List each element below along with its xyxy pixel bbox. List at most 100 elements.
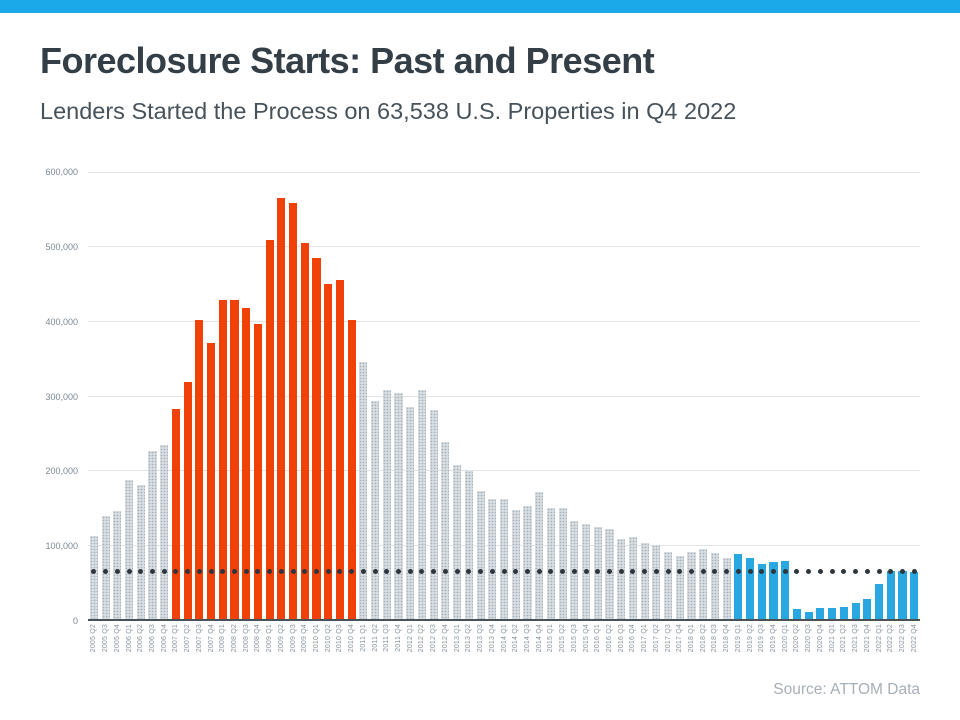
x-tick-label: 2020 Q2 [793, 624, 801, 653]
x-label-slot: 2013 Q1 [453, 624, 461, 652]
bar-slot-2014-q1 [499, 172, 509, 619]
reference-line-dot [642, 569, 648, 575]
reference-line-dot [806, 569, 812, 575]
bar-slot-2022-q3 [898, 172, 907, 619]
reference-line-dot [583, 569, 589, 575]
x-label-slot: 2006 Q4 [160, 624, 168, 652]
x-label-slot: 2022 Q3 [898, 624, 906, 652]
bar-2011-q4 [394, 392, 403, 619]
bar-slot-2007-q4 [206, 172, 216, 619]
bar-slot-2005-q4 [113, 172, 122, 619]
reference-line-dot [149, 569, 155, 575]
bar-slot-2020-q1 [781, 172, 790, 619]
foreclosure-bar-chart [88, 172, 920, 621]
x-label-slot: 2019 Q3 [758, 624, 766, 652]
x-tick-label: 2021 Q1 [828, 624, 836, 653]
x-tick-label: 2011 Q2 [371, 624, 379, 652]
x-label-slot: 2017 Q4 [676, 624, 684, 652]
bar-2018-q1 [687, 551, 696, 619]
reference-line-dot [501, 569, 507, 575]
bar-2018-q2 [699, 548, 708, 619]
x-tick-label: 2015 Q4 [582, 624, 590, 653]
bar-2019-q3 [757, 563, 766, 619]
bar-slot-2019-q1 [734, 172, 743, 619]
bar-slot-2006-q2 [136, 172, 145, 619]
x-tick-label: 2008 Q1 [219, 624, 227, 653]
gridline-300000 [88, 395, 920, 397]
reference-line-dot [126, 569, 132, 575]
x-tick-label: 2022 Q2 [887, 624, 895, 653]
x-tick-label: 2010 Q2 [324, 624, 332, 653]
bar-slot-2016-q4 [628, 172, 637, 619]
x-label-slot: 2010 Q3 [336, 624, 344, 652]
x-label-slot: 2018 Q2 [699, 624, 707, 652]
reference-line-dot [724, 569, 730, 575]
x-label-slot: 2010 Q2 [324, 624, 332, 652]
page-title: Foreclosure Starts: Past and Present [40, 40, 655, 81]
reference-line-dot [255, 569, 261, 575]
reference-line-dot [759, 569, 765, 575]
bar-slot-2008-q4 [253, 172, 262, 619]
reference-line-dot [513, 569, 519, 575]
reference-line-dot [864, 569, 870, 575]
x-label-slot: 2021 Q4 [863, 624, 871, 652]
x-label-slot: 2011 Q3 [383, 624, 391, 652]
x-tick-label: 2011 Q1 [359, 624, 367, 652]
x-tick-label: 2007 Q1 [172, 624, 180, 653]
x-tick-label: 2019 Q2 [746, 624, 754, 653]
bar-slot-2012-q4 [441, 172, 450, 619]
reference-line-dot [208, 569, 214, 575]
bar-slot-2013-q1 [453, 172, 462, 619]
x-tick-label: 2019 Q4 [770, 624, 778, 653]
bar-slot-2010-q2 [324, 172, 333, 619]
x-tick-label: 2020 Q4 [816, 624, 824, 653]
x-label-slot: 2007 Q3 [195, 624, 203, 652]
bar-2022-q1 [874, 584, 884, 619]
x-tick-label: 2008 Q2 [230, 624, 238, 653]
bar-2012-q1 [406, 406, 415, 619]
bar-2011-q1 [359, 361, 368, 619]
reference-line-dot [396, 569, 402, 575]
x-tick-label: 2009 Q1 [266, 624, 274, 653]
bar-slot-2018-q2 [699, 172, 708, 619]
bar-slot-2022-q1 [874, 172, 884, 619]
bar-slot-2011-q3 [382, 172, 391, 619]
bar-2007-q1 [171, 408, 180, 619]
x-tick-label: 2006 Q4 [160, 624, 168, 653]
bar-slot-2019-q2 [746, 172, 755, 619]
bar-slot-2007-q2 [183, 172, 192, 619]
x-tick-label: 2009 Q4 [301, 624, 309, 653]
bar-2013-q2 [464, 470, 473, 619]
reference-line-dot [618, 569, 624, 575]
bar-slot-2012-q3 [429, 172, 438, 619]
bar-2014-q3 [523, 505, 532, 619]
bar-2014-q4 [535, 492, 544, 619]
x-label-slot: 2016 Q1 [594, 624, 602, 652]
bar-2009-q4 [300, 242, 309, 619]
x-label-slot: 2005 Q3 [102, 624, 110, 652]
x-tick-label: 2015 Q1 [547, 624, 555, 653]
reference-line-dot [114, 569, 120, 575]
x-tick-label: 2015 Q3 [570, 624, 578, 653]
bar-2007-q3 [195, 320, 204, 619]
x-tick-label: 2016 Q3 [617, 624, 625, 653]
y-tick-label: 200,000 [45, 466, 78, 477]
bar-2022-q2 [886, 570, 895, 619]
x-label-slot: 2012 Q3 [430, 624, 438, 652]
x-tick-label: 2012 Q2 [418, 624, 426, 653]
x-tick-label: 2008 Q4 [254, 624, 262, 653]
bar-slot-2009-q4 [300, 172, 309, 619]
bar-2020-q1 [781, 560, 790, 619]
reference-line-dot [712, 569, 718, 575]
reference-line-dot [548, 569, 554, 575]
bar-2017-q4 [675, 556, 684, 619]
bar-2019-q1 [734, 554, 743, 619]
x-tick-label: 2017 Q2 [652, 624, 660, 653]
x-tick-label: 2008 Q3 [242, 624, 250, 653]
reference-line-dot [665, 569, 671, 575]
x-label-slot: 2011 Q4 [394, 624, 402, 652]
reference-line-dot [829, 569, 835, 575]
bar-slot-2015-q4 [581, 172, 591, 619]
x-tick-label: 2009 Q3 [289, 624, 297, 653]
bar-slot-2014-q3 [523, 172, 532, 619]
